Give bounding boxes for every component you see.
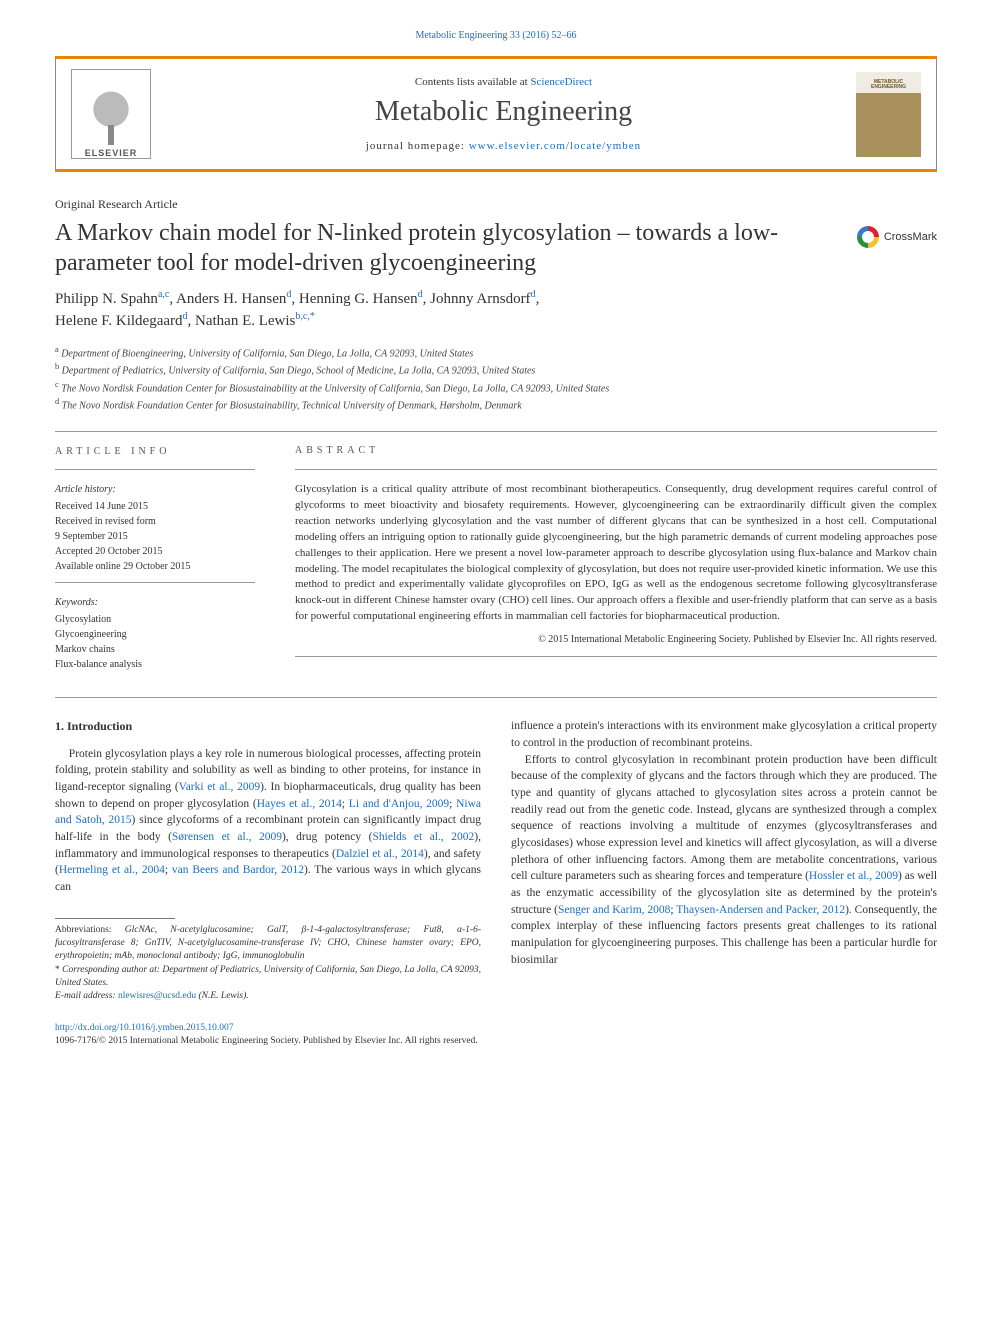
author-2: Anders H. Hansen	[176, 291, 286, 307]
intro-para-right-2: Efforts to control glycosylation in reco…	[511, 752, 937, 969]
abstract-divider	[295, 469, 937, 470]
left-column: 1. Introduction Protein glycosylation pl…	[55, 718, 481, 1003]
abbrev-text: GlcNAc, N-acetylglucosamine; GalT, β-1-4…	[55, 925, 481, 962]
ref-thaysen-2012[interactable]: Thaysen-Andersen and Packer, 2012	[676, 904, 845, 916]
ref-hermeling-2004[interactable]: Hermeling et al., 2004	[59, 864, 165, 876]
history-revised2: 9 September 2015	[55, 529, 255, 544]
keyword-3: Markov chains	[55, 642, 255, 657]
keyword-2: Glycoengineering	[55, 627, 255, 642]
abbrev-label: Abbreviations:	[55, 925, 111, 935]
author-4-aff[interactable]: d	[531, 289, 536, 300]
abstract-text: Glycosylation is a critical quality attr…	[295, 482, 937, 625]
divider-top	[55, 431, 937, 432]
ref-dalziel-2014[interactable]: Dalziel et al., 2014	[336, 848, 424, 860]
ref-shields-2002[interactable]: Shields et al., 2002	[373, 831, 475, 843]
history-label: Article history:	[55, 482, 255, 497]
info-divider-1	[55, 469, 255, 470]
header-center: Contents lists available at ScienceDirec…	[151, 76, 856, 152]
email-suffix: (N.E. Lewis).	[196, 991, 249, 1001]
keyword-4: Flux-balance analysis	[55, 657, 255, 672]
running-header: Metabolic Engineering 33 (2016) 52–66	[55, 30, 937, 41]
affiliation-c: The Novo Nordisk Foundation Center for B…	[61, 383, 609, 394]
authors-line: Philipp N. Spahna,c, Anders H. Hansend, …	[55, 288, 937, 332]
history-revised1: Received in revised form	[55, 514, 255, 529]
ref-sorensen-2009[interactable]: Sørensen et al., 2009	[172, 831, 282, 843]
sciencedirect-link[interactable]: ScienceDirect	[530, 76, 592, 88]
article-info-column: ARTICLE INFO Article history: Received 1…	[55, 444, 255, 672]
corresponding-star[interactable]: *	[310, 311, 315, 322]
author-6-aff[interactable]: b,c,	[295, 311, 309, 322]
abstract-copyright: © 2015 International Metabolic Engineeri…	[295, 633, 937, 648]
history-accepted: Accepted 20 October 2015	[55, 544, 255, 559]
keywords-label: Keywords:	[55, 595, 255, 610]
affiliation-a: Department of Bioengineering, University…	[61, 348, 473, 359]
contents-line: Contents lists available at ScienceDirec…	[151, 76, 856, 88]
ref-vanbeers-2012[interactable]: van Beers and Bardor, 2012	[172, 864, 304, 876]
abstract-column: ABSTRACT Glycosylation is a critical qua…	[295, 444, 937, 672]
journal-cover: METABOLIC ENGINEERING	[856, 72, 921, 157]
body-columns: 1. Introduction Protein glycosylation pl…	[55, 718, 937, 1003]
ref-li-2009[interactable]: Li and d'Anjou, 2009	[349, 798, 449, 810]
article-type: Original Research Article	[55, 197, 937, 212]
ref-hossler-2009[interactable]: Hossler et al., 2009	[809, 870, 898, 882]
abstract-label: ABSTRACT	[295, 444, 937, 459]
intro-para-right-1: influence a protein's interactions with …	[511, 718, 937, 751]
homepage-line: journal homepage: www.elsevier.com/locat…	[151, 140, 856, 152]
author-3-aff[interactable]: d	[418, 289, 423, 300]
author-4: Johnny Arnsdorf	[430, 291, 530, 307]
elsevier-logo: ELSEVIER	[71, 69, 151, 159]
author-2-aff[interactable]: d	[286, 289, 291, 300]
author-3: Henning G. Hansen	[299, 291, 418, 307]
author-6: Nathan E. Lewis	[195, 313, 295, 329]
corr-text: Corresponding author at: Department of P…	[55, 965, 481, 988]
crossmark-badge[interactable]: CrossMark	[857, 218, 937, 248]
issn-copyright: 1096-7176/© 2015 International Metabolic…	[55, 1036, 478, 1046]
intro-para-left: Protein glycosylation plays a key role i…	[55, 746, 481, 896]
elsevier-tree-icon	[86, 90, 136, 145]
info-divider-2	[55, 582, 255, 583]
affiliation-d: The Novo Nordisk Foundation Center for B…	[62, 400, 522, 411]
author-5: Helene F. Kildegaard	[55, 313, 183, 329]
journal-name: Metabolic Engineering	[151, 96, 856, 128]
abstract-divider-bottom	[295, 656, 937, 657]
divider-mid	[55, 697, 937, 698]
author-5-aff[interactable]: d	[183, 311, 188, 322]
article-title: A Markov chain model for N-linked protei…	[55, 218, 837, 278]
email-label: E-mail address:	[55, 991, 118, 1001]
email-link[interactable]: nlewisres@ucsd.edu	[118, 991, 196, 1001]
ref-hayes-2014[interactable]: Hayes et al., 2014	[257, 798, 342, 810]
running-header-link[interactable]: Metabolic Engineering 33 (2016) 52–66	[415, 30, 576, 41]
homepage-link[interactable]: www.elsevier.com/locate/ymben	[469, 140, 641, 152]
contents-prefix: Contents lists available at	[415, 76, 530, 88]
ref-senger-2008[interactable]: Senger and Karim, 2008	[558, 904, 670, 916]
footnotes: Abbreviations: GlcNAc, N-acetylglucosami…	[55, 924, 481, 1004]
right-column: influence a protein's interactions with …	[511, 718, 937, 1003]
affiliations: a Department of Bioengineering, Universi…	[55, 344, 937, 413]
crossmark-icon	[857, 226, 879, 248]
footnote-divider	[55, 918, 175, 919]
homepage-prefix: journal homepage:	[366, 140, 469, 152]
keyword-1: Glycosylation	[55, 612, 255, 627]
history-received: Received 14 June 2015	[55, 499, 255, 514]
cover-label: METABOLIC ENGINEERING	[859, 80, 918, 91]
footer-bar: http://dx.doi.org/10.1016/j.ymben.2015.1…	[55, 1022, 937, 1049]
history-online: Available online 29 October 2015	[55, 559, 255, 574]
journal-header-box: ELSEVIER Contents lists available at Sci…	[55, 56, 937, 172]
title-row: A Markov chain model for N-linked protei…	[55, 218, 937, 288]
ref-varki-2009[interactable]: Varki et al., 2009	[179, 781, 260, 793]
crossmark-label: CrossMark	[884, 231, 937, 243]
elsevier-name: ELSEVIER	[85, 148, 138, 158]
doi-link[interactable]: http://dx.doi.org/10.1016/j.ymben.2015.1…	[55, 1023, 233, 1033]
info-abstract-row: ARTICLE INFO Article history: Received 1…	[55, 444, 937, 672]
section-1-heading: 1. Introduction	[55, 718, 481, 735]
info-label: ARTICLE INFO	[55, 444, 255, 459]
author-1: Philipp N. Spahn	[55, 291, 158, 307]
author-1-aff[interactable]: a,c	[158, 289, 169, 300]
affiliation-b: Department of Pediatrics, University of …	[62, 366, 536, 377]
